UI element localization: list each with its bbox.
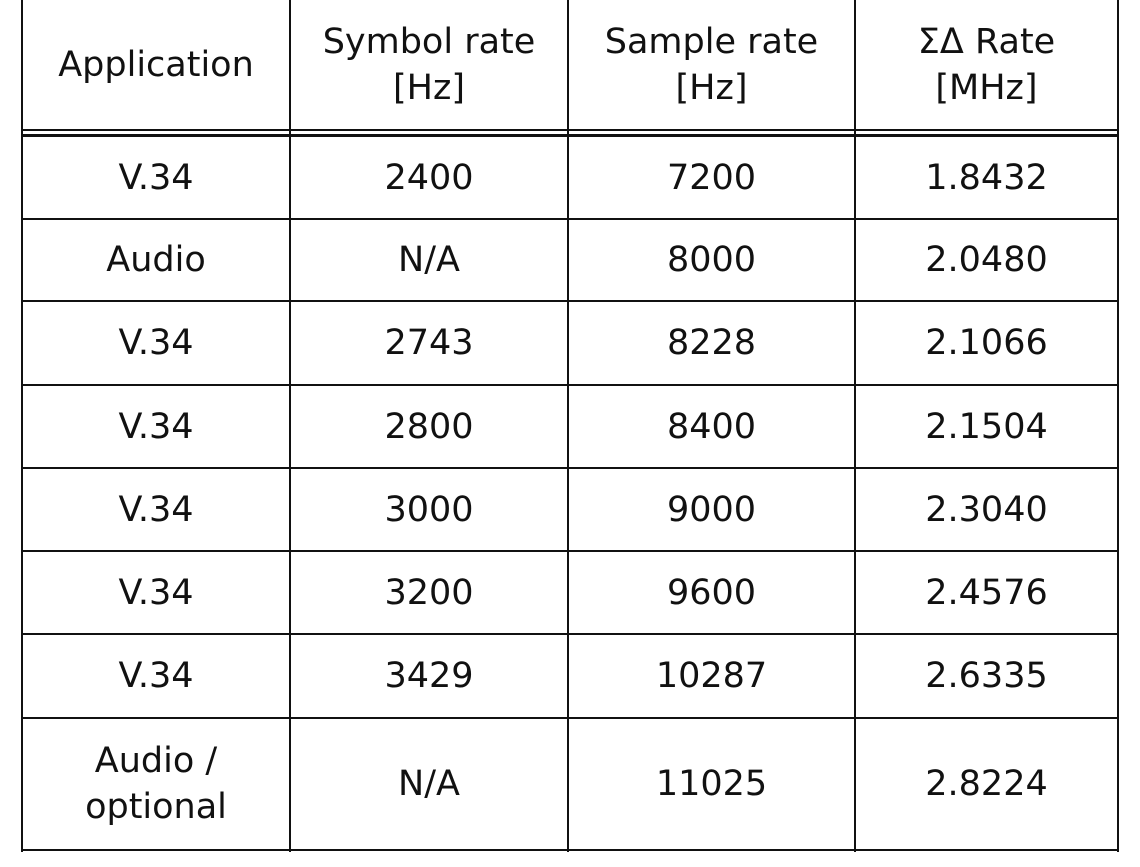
table-cell: 2.1066 <box>925 323 1048 363</box>
column-border <box>289 0 291 852</box>
table-cell: 2.4576 <box>925 572 1048 613</box>
row-border <box>22 849 1119 851</box>
table-cell: 7200 <box>666 158 757 198</box>
column-border <box>1117 0 1119 852</box>
table-cell: 3429 <box>384 656 474 696</box>
table-cell: 8228 <box>666 323 757 363</box>
row-border <box>22 384 1119 386</box>
table-cell: V.34 <box>118 406 194 447</box>
table-cell: 2800 <box>384 406 474 447</box>
header-cell: ΣΔ Rate [MHz] <box>917 21 1056 108</box>
column-border <box>21 0 23 852</box>
column-border <box>854 0 856 852</box>
header-cell: Symbol rate [Hz] <box>322 21 536 108</box>
table-cell: 1.8432 <box>925 158 1048 198</box>
row-border <box>22 218 1119 220</box>
table-cell: 9600 <box>666 572 757 613</box>
table-cell: V.34 <box>118 572 194 613</box>
table-cell: 11025 <box>655 764 768 804</box>
column-border <box>567 0 569 852</box>
table-cell: 9000 <box>666 489 757 530</box>
header-cell: Application <box>58 44 254 85</box>
row-border <box>22 717 1119 719</box>
header-rule <box>22 129 1119 131</box>
table-cell: 2.8224 <box>925 764 1048 804</box>
header-rule <box>22 134 1119 137</box>
row-border <box>22 300 1119 302</box>
table-cell: 2743 <box>384 323 474 363</box>
table-cell: Audio <box>106 240 206 280</box>
table-cell: 3000 <box>384 489 474 530</box>
row-border <box>22 550 1119 552</box>
table-cell: N/A <box>398 240 460 280</box>
table-cell: 10287 <box>655 656 768 696</box>
table-cell: N/A <box>398 764 460 804</box>
table-cell: V.34 <box>118 656 194 696</box>
table-cell: 2400 <box>384 158 474 198</box>
table-cell: 2.0480 <box>925 240 1048 280</box>
table-cell: V.34 <box>118 323 194 363</box>
table-cell: 3200 <box>384 572 474 613</box>
header-cell: Sample rate [Hz] <box>604 21 819 108</box>
row-border <box>22 467 1119 469</box>
table-cell: Audio / optional <box>85 741 227 827</box>
row-border <box>22 633 1119 635</box>
table-cell: 8400 <box>666 406 757 447</box>
table-cell: 2.3040 <box>925 489 1048 530</box>
table-cell: 2.6335 <box>925 656 1048 696</box>
table-cell: 8000 <box>666 240 757 280</box>
table-cell: V.34 <box>118 489 194 530</box>
table-cell: V.34 <box>118 158 194 198</box>
table-cell: 2.1504 <box>925 406 1048 447</box>
